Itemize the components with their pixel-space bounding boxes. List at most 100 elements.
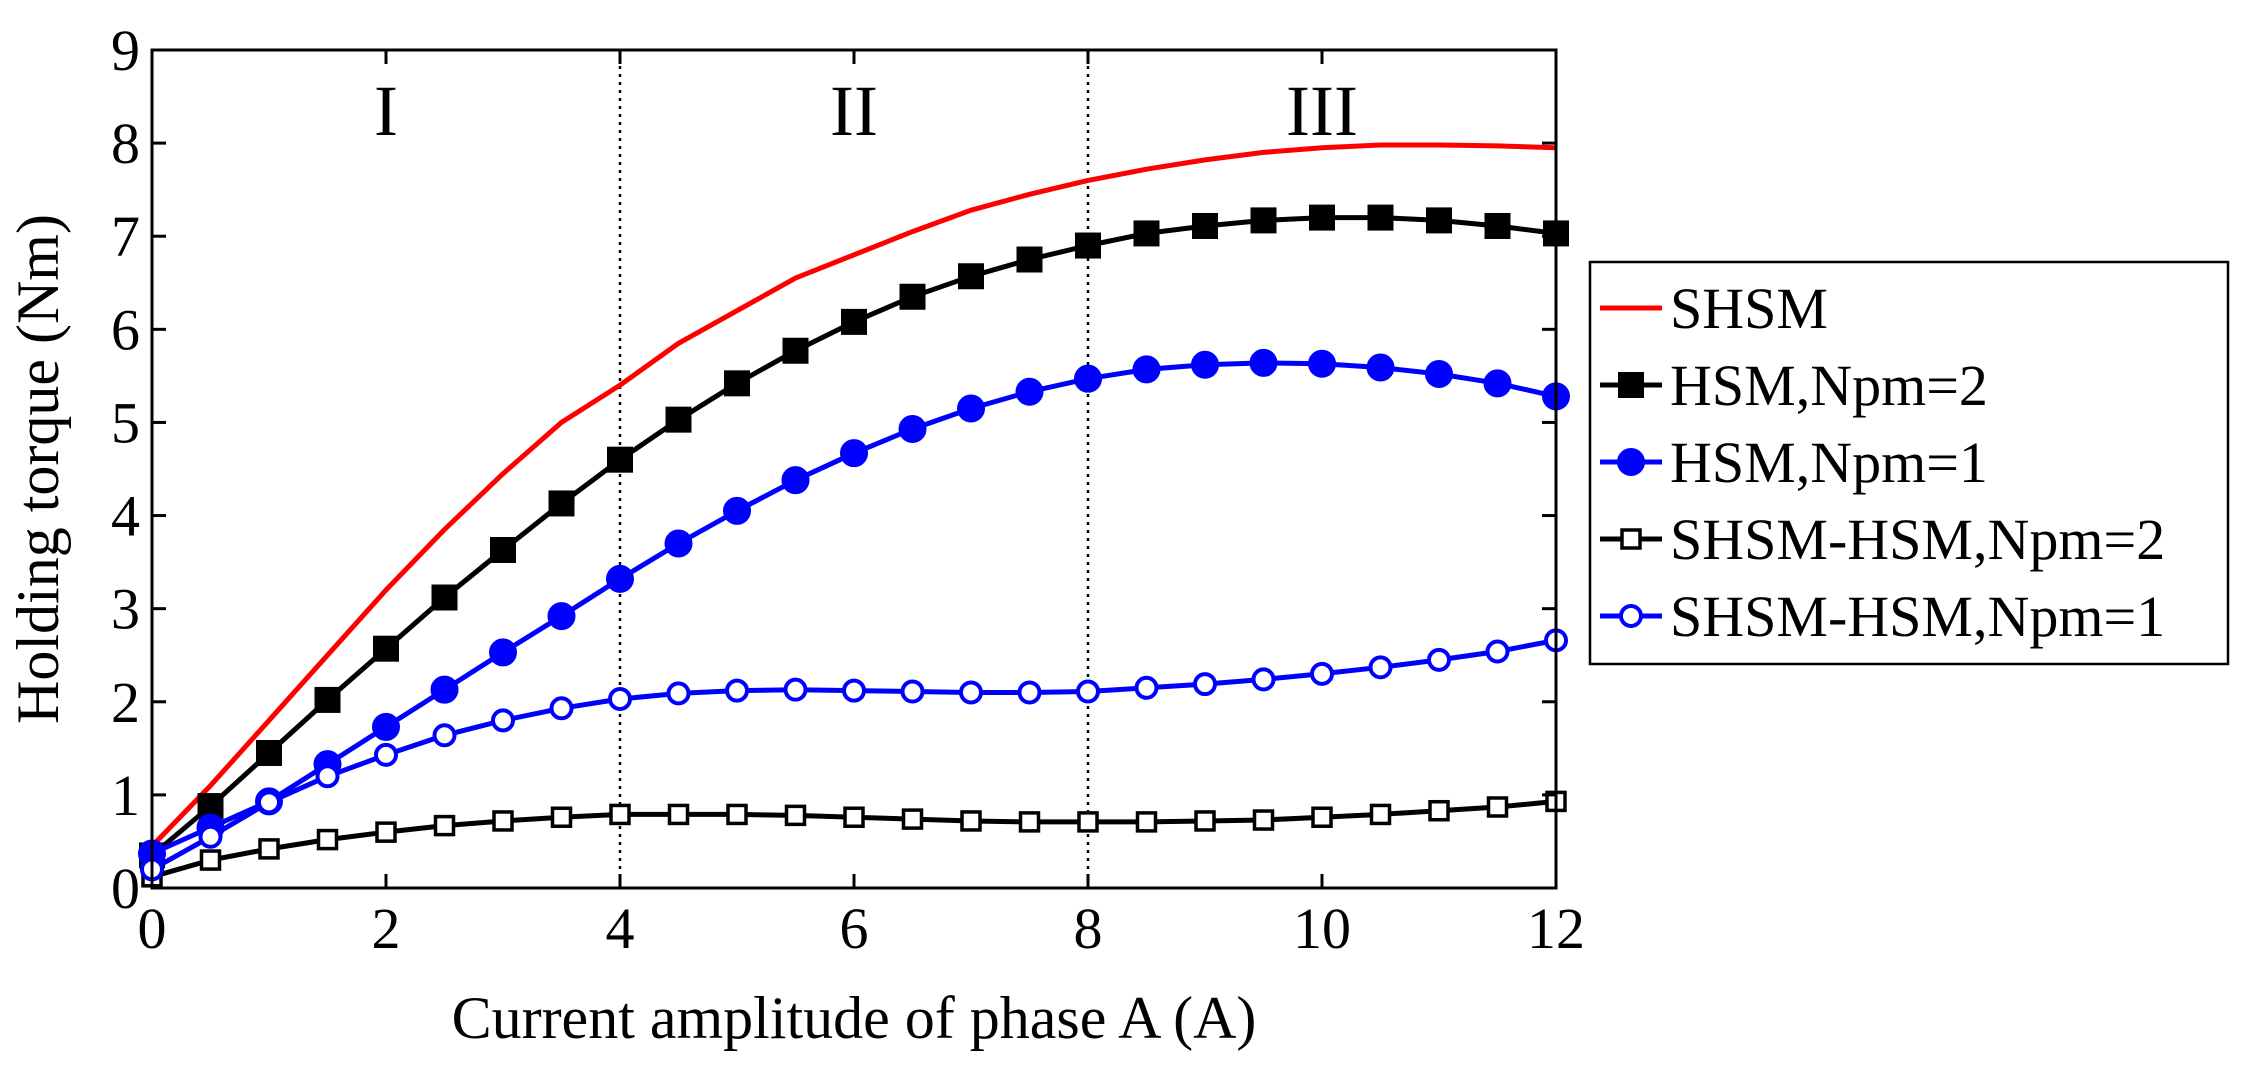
data-point	[665, 406, 692, 433]
data-point	[1308, 349, 1336, 378]
y-tick-label: 7	[111, 204, 140, 269]
data-point	[1251, 667, 1276, 692]
data-point	[1135, 811, 1158, 833]
data-point	[548, 490, 575, 517]
series-line	[150, 142, 1557, 848]
x-axis-title: Current amplitude of phase A (A)	[452, 985, 1257, 1051]
data-point	[1018, 811, 1041, 833]
legend-swatch-marker	[1619, 604, 1643, 628]
data-point	[1074, 364, 1102, 393]
data-point	[1132, 355, 1161, 384]
legend-label: SHSM-HSM,Npm=2	[1670, 507, 2165, 572]
data-point	[1077, 811, 1099, 833]
data-point	[666, 681, 691, 706]
series-1	[139, 204, 1569, 869]
data-point	[1483, 369, 1512, 398]
data-point	[1428, 799, 1450, 822]
data-point	[550, 806, 573, 828]
legend-box	[1588, 260, 2230, 666]
data-point	[1133, 220, 1160, 247]
data-point	[609, 803, 631, 826]
data-point	[258, 838, 280, 860]
data-point	[606, 564, 634, 593]
data-point	[432, 723, 457, 748]
data-point	[547, 602, 576, 631]
data-point	[724, 370, 750, 397]
x-tick-label: 6	[840, 896, 869, 961]
data-point	[723, 496, 751, 525]
data-point	[492, 810, 514, 832]
series-line	[150, 360, 1557, 856]
data-point	[489, 638, 517, 667]
y-tick-label: 9	[111, 18, 140, 83]
data-point	[958, 263, 984, 290]
data-point	[1367, 204, 1394, 231]
series-0	[150, 142, 1557, 848]
legend-label: HSM,Npm=2	[1670, 353, 1988, 418]
data-point	[1015, 377, 1044, 406]
data-point	[1484, 212, 1511, 239]
legend-swatch-marker	[1617, 448, 1645, 476]
data-point	[491, 708, 515, 733]
data-point	[898, 414, 927, 443]
x-tick-label: 12	[1527, 896, 1585, 961]
series-3	[141, 790, 1567, 888]
data-point	[315, 764, 340, 789]
y-tick-label: 3	[111, 577, 140, 642]
data-point	[784, 804, 807, 827]
data-point	[199, 849, 222, 871]
legend: SHSM HSM,Npm=2 HSM,Npm=1 SHSM-HSM,Npm=2 SHSM…	[1588, 260, 2230, 666]
data-point	[1017, 680, 1042, 705]
data-point	[782, 337, 809, 364]
legend-swatch-marker	[1620, 528, 1642, 550]
data-point	[1194, 810, 1216, 832]
region-label: II	[830, 71, 878, 151]
data-point	[957, 394, 985, 423]
x-tick-label: 8	[1074, 896, 1103, 961]
data-point	[1486, 796, 1509, 818]
data-point	[198, 824, 223, 849]
y-tick-label: 8	[111, 111, 140, 176]
x-tick-label: 0	[138, 896, 167, 961]
data-point	[549, 696, 574, 721]
y-tick-label: 4	[111, 484, 140, 549]
y-tick-label: 1	[111, 763, 140, 828]
data-point	[1311, 806, 1333, 828]
data-point	[1016, 246, 1043, 273]
data-point	[783, 677, 808, 702]
legend-label: SHSM	[1670, 276, 1828, 341]
data-point	[375, 821, 397, 843]
data-point	[372, 712, 400, 741]
data-point	[430, 675, 459, 704]
y-axis-title: Holding torque (Nm)	[5, 214, 71, 724]
data-point	[1134, 675, 1159, 700]
region-label: I	[374, 71, 398, 151]
data-point	[431, 584, 458, 611]
data-point	[960, 810, 982, 832]
y-tick-label: 5	[111, 390, 140, 455]
x-tick-label: 10	[1293, 896, 1351, 961]
data-point	[841, 308, 867, 335]
data-point	[1249, 348, 1278, 377]
data-point	[490, 537, 516, 564]
data-point	[840, 439, 868, 468]
data-point	[1366, 353, 1395, 382]
data-point	[1425, 360, 1453, 389]
data-point	[257, 790, 281, 815]
data-point	[781, 466, 810, 495]
series-2	[138, 348, 1570, 868]
legend-label: HSM,Npm=1	[1670, 430, 1988, 495]
data-point	[256, 739, 282, 766]
data-point	[726, 803, 748, 826]
data-point	[1075, 232, 1101, 259]
data-point	[608, 686, 632, 711]
data-point	[316, 828, 339, 851]
data-point	[667, 803, 690, 826]
x-tick-label: 2	[372, 896, 401, 961]
data-point	[901, 808, 924, 830]
data-point	[725, 678, 749, 703]
data-point	[374, 742, 398, 767]
data-point	[664, 529, 693, 558]
